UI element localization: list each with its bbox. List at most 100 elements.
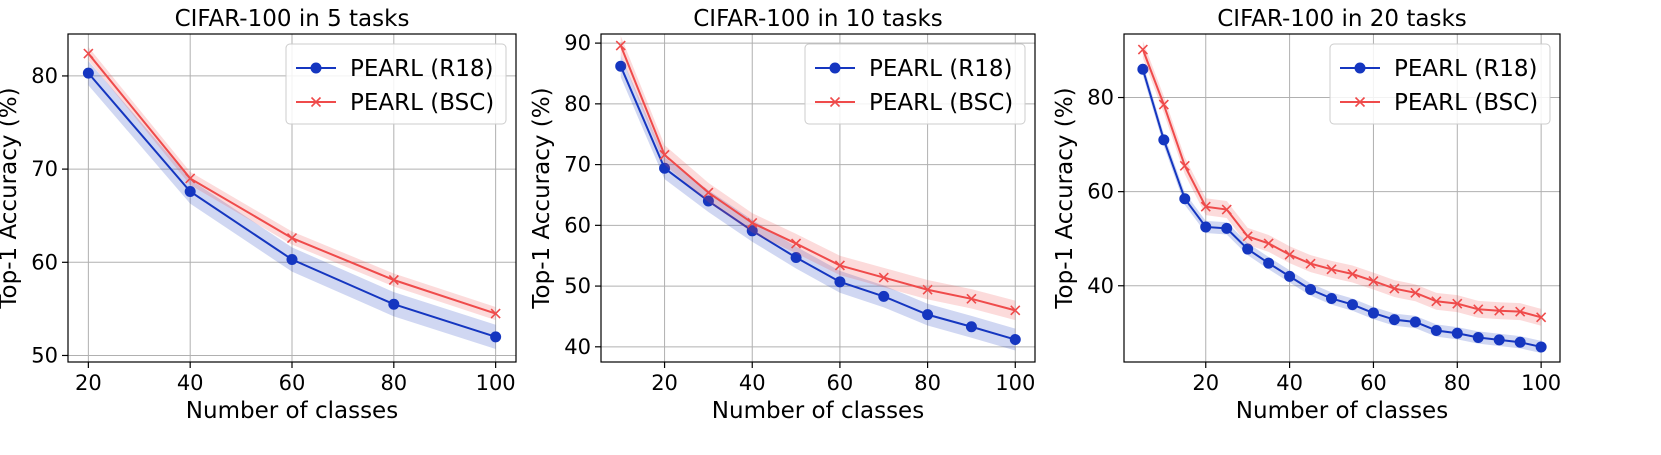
y-tick-label: 90 — [564, 31, 591, 55]
data-point-bsc — [1221, 204, 1232, 215]
legend-label: PEARL (BSC) — [869, 90, 1013, 116]
data-point-r18 — [615, 60, 627, 72]
data-point-r18 — [388, 298, 400, 310]
series-line-r18 — [619, 65, 1016, 341]
legend-label: PEARL (BSC) — [350, 90, 494, 116]
x-marker-stroke — [1431, 296, 1442, 307]
x-marker-stroke — [1452, 298, 1463, 309]
x-marker-stroke — [1410, 287, 1421, 298]
x-marker-stroke — [310, 96, 322, 108]
x-marker-stroke — [1473, 304, 1484, 315]
data-point-bsc — [1200, 201, 1211, 212]
data-point-bsc — [1242, 231, 1253, 242]
x-axis-label: Number of classes — [1236, 398, 1448, 424]
data-point-bsc — [878, 272, 889, 283]
data-point-r18 — [1388, 314, 1400, 326]
data-point-bsc — [490, 308, 501, 319]
x-marker-stroke — [1305, 258, 1316, 269]
legend: PEARL (R18) PEARL (BSC) — [285, 43, 507, 125]
x-marker-stroke — [615, 40, 626, 51]
plot-frame — [1123, 33, 1561, 363]
x-marker-stroke — [1158, 99, 1169, 110]
data-point-bsc — [834, 260, 845, 271]
data-point-bsc — [1263, 238, 1274, 249]
legend-frame — [285, 43, 507, 125]
data-point-r18 — [1137, 63, 1149, 75]
data-point-bsc — [791, 238, 802, 249]
data-point-bsc — [1284, 249, 1295, 260]
data-point-r18 — [1305, 284, 1317, 296]
x-marker-stroke — [1494, 305, 1505, 316]
x-marker-stroke — [1354, 96, 1366, 108]
data-point-r18 — [1221, 222, 1233, 234]
y-tick-label: 80 — [564, 92, 591, 116]
data-point-r18 — [1284, 270, 1296, 282]
legend-item-bsc: PEARL (BSC) — [296, 90, 494, 116]
x-marker-stroke — [1347, 268, 1358, 280]
data-point-r18 — [1451, 327, 1463, 339]
y-axis-label: Top-1 Accuracy (%) — [0, 87, 22, 309]
data-point-r18 — [1535, 341, 1547, 353]
legend-label: PEARL (BSC) — [1394, 90, 1538, 116]
data-point-bsc — [1179, 160, 1190, 171]
x-marker-stroke — [1326, 264, 1337, 275]
data-point-bsc — [1326, 264, 1337, 275]
data-point-bsc — [922, 284, 933, 295]
data-point-bsc — [1368, 275, 1379, 287]
data-point-r18 — [1409, 316, 1421, 328]
data-point-r18 — [1200, 221, 1212, 233]
data-point-r18 — [286, 254, 298, 265]
legend: PEARL (R18) PEARL (BSC) — [804, 43, 1026, 125]
legend-marker — [310, 62, 322, 74]
data-point-bsc — [703, 187, 714, 198]
data-point-r18 — [702, 195, 714, 207]
legend-frame — [1329, 43, 1551, 125]
data-point-bsc — [1452, 298, 1463, 309]
x-tick-label: 60 — [827, 371, 854, 395]
x-marker-stroke — [1515, 306, 1526, 317]
series-line-bsc — [1141, 49, 1542, 319]
legend-marker — [829, 96, 841, 108]
x-tick-label: 20 — [651, 371, 678, 395]
chart-title: CIFAR-100 in 20 tasks — [1217, 6, 1467, 32]
x-marker-stroke — [83, 48, 94, 59]
x-axis-label: Number of classes — [712, 398, 924, 424]
data-point-r18 — [834, 276, 846, 288]
legend-frame — [804, 43, 1026, 125]
legend-label: PEARL (R18) — [1394, 56, 1537, 82]
data-point-r18 — [1493, 334, 1505, 346]
legend-item-r18: PEARL (R18) — [815, 56, 1012, 82]
x-tick-label: 100 — [1521, 371, 1561, 395]
confidence-band-bsc — [1142, 41, 1542, 326]
legend-marker — [1354, 96, 1366, 108]
data-point-bsc — [1389, 283, 1400, 294]
x-tick-label: 60 — [279, 371, 306, 395]
x-tick-label: 40 — [1276, 371, 1303, 395]
data-point-r18 — [659, 162, 671, 174]
data-point-r18 — [1346, 299, 1358, 311]
legend: PEARL (R18) PEARL (BSC) — [1329, 43, 1551, 125]
data-point-bsc — [286, 233, 298, 244]
x-tick-label: 40 — [739, 371, 766, 395]
data-point-r18 — [878, 290, 890, 302]
x-marker-stroke — [1137, 44, 1148, 55]
data-point-bsc — [1347, 268, 1358, 280]
x-tick-label: 100 — [476, 371, 516, 395]
data-point-r18 — [922, 309, 934, 321]
x-marker-stroke — [791, 238, 802, 249]
data-point-bsc — [185, 173, 196, 184]
data-point-bsc — [388, 274, 399, 286]
data-point-r18 — [1472, 332, 1484, 344]
x-tick-label: 80 — [914, 371, 941, 395]
x-marker-stroke — [1221, 204, 1232, 215]
legend-item-bsc: PEARL (BSC) — [815, 90, 1013, 116]
data-point-bsc — [1431, 296, 1442, 307]
data-point-bsc — [747, 217, 758, 228]
data-point-bsc — [659, 149, 670, 160]
x-marker-stroke — [1179, 160, 1190, 171]
y-tick-label: 40 — [1087, 274, 1114, 298]
data-point-r18 — [1514, 336, 1526, 348]
y-tick-label: 70 — [31, 157, 58, 181]
x-tick-label: 20 — [1192, 371, 1219, 395]
